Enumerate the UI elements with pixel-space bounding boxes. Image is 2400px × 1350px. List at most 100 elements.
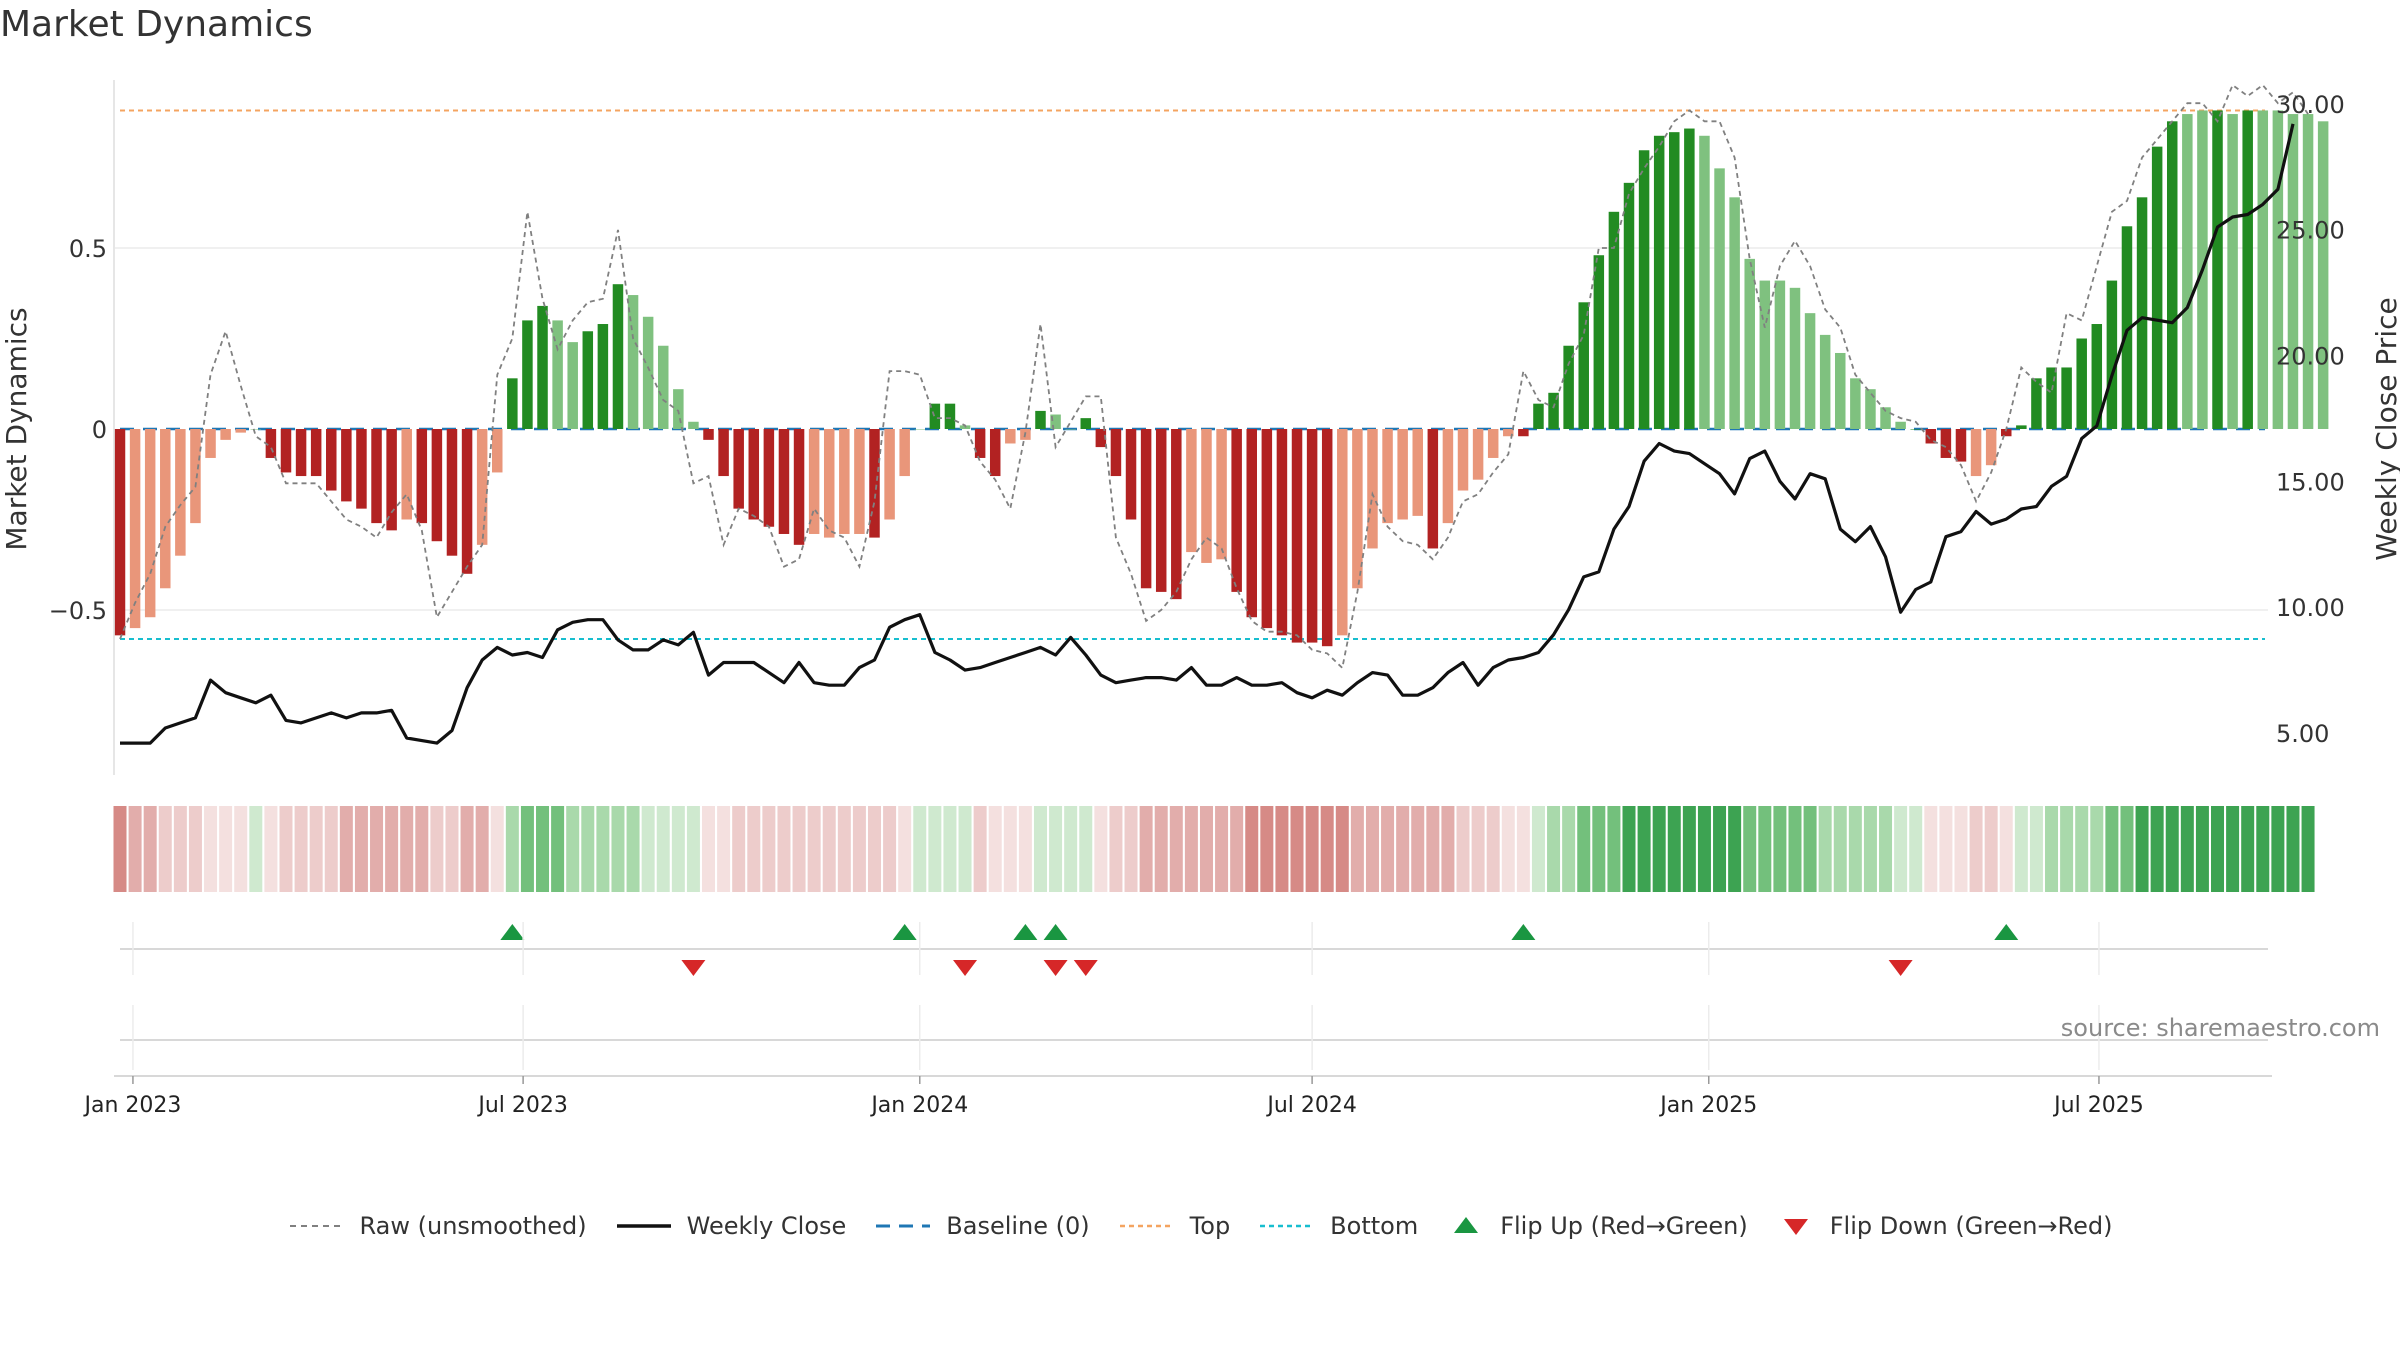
band-cell: [339, 806, 353, 892]
dynamics-bar: [1835, 352, 1846, 429]
dynamics-bar: [597, 324, 609, 429]
legend-item-flip-down: Flip Down (Green→Red): [1776, 1212, 2113, 1240]
band-cell: [671, 806, 685, 892]
band-cell: [1652, 806, 1666, 892]
band-cell: [1049, 806, 1063, 892]
dynamics-bar: [220, 429, 231, 440]
dynamics-bar: [295, 429, 307, 477]
legend-label-close: Weekly Close: [686, 1212, 847, 1240]
band-cell: [1260, 806, 1274, 892]
band-cell: [219, 806, 233, 892]
legend: Raw (unsmoothed) Weekly Close Baseline (…: [0, 1206, 2400, 1246]
band-cell: [2165, 806, 2179, 892]
dynamics-bar: [1487, 429, 1499, 458]
band-cell: [973, 806, 987, 892]
dynamics-bar: [1714, 168, 1725, 430]
band-cell: [1622, 806, 1636, 892]
band-cell: [2105, 806, 2119, 892]
band-cell: [2014, 806, 2028, 892]
band-cell: [928, 806, 942, 892]
band-cell: [1592, 806, 1606, 892]
dynamics-bar: [1457, 429, 1469, 491]
band-cell: [1109, 806, 1123, 892]
dynamics-bar: [793, 429, 805, 545]
dynamics-bar: [1759, 280, 1771, 429]
band-cell: [415, 806, 429, 892]
band-cell: [1290, 806, 1304, 892]
band-cell: [807, 806, 821, 892]
band-cell: [717, 806, 731, 892]
band-cell: [505, 806, 519, 892]
dynamics-bar: [1367, 429, 1378, 549]
regime-band: [113, 806, 2315, 892]
dynamics-bar: [1125, 429, 1137, 520]
dynamics-bar: [507, 378, 518, 429]
dynamics-bar: [356, 429, 367, 509]
band-cell: [249, 806, 263, 892]
band-cell: [1758, 806, 1772, 892]
band-cell: [1094, 806, 1108, 892]
dynamics-bar: [371, 429, 382, 524]
dynamics-bar: [1940, 429, 1952, 458]
dynamics-bar: [1774, 280, 1786, 429]
dynamics-bar: [1382, 429, 1393, 524]
band-cell: [641, 806, 655, 892]
band-cell: [1396, 806, 1410, 892]
dynamics-bar: [265, 429, 277, 458]
dynamics-bar: [899, 429, 910, 477]
dynamics-bar: [854, 429, 865, 534]
dynamics-bar: [552, 320, 563, 429]
dynamics-bar: [386, 429, 397, 531]
band-cell: [2301, 806, 2315, 892]
flip-up-icon: [1043, 924, 1068, 940]
dynamics-bar: [612, 284, 624, 429]
band-cell: [1350, 806, 1364, 892]
band-cell: [2256, 806, 2270, 892]
dynamics-bar: [2046, 367, 2057, 429]
flip-up-icon: [1511, 924, 1536, 940]
dynamics-bar: [1472, 429, 1484, 480]
band-cell: [173, 806, 187, 892]
band-cell: [1713, 806, 1727, 892]
dynamics-bar: [2212, 110, 2223, 429]
chart-title: Market Dynamics: [0, 4, 313, 45]
legend-swatch-flip-up-icon: [1454, 1217, 1479, 1233]
band-cell: [2241, 806, 2255, 892]
band-cell: [1531, 806, 1545, 892]
dynamics-bar: [1880, 407, 1891, 429]
legend-swatch-close: [616, 1224, 671, 1228]
dynamics-bar: [1201, 429, 1212, 563]
dynamics-bar: [642, 316, 654, 429]
band-cell: [1577, 806, 1591, 892]
legend-item-bottom: Bottom: [1258, 1212, 1418, 1240]
dynamics-bar: [1789, 287, 1801, 429]
dynamics-bar: [582, 331, 594, 429]
band-cell: [2060, 806, 2074, 892]
legend-swatch-raw: [289, 1225, 344, 1227]
dynamics-bar: [2031, 378, 2042, 429]
band-cell: [1245, 806, 1259, 892]
band-cell: [128, 806, 142, 892]
band-cell: [943, 806, 957, 892]
band-cell: [204, 806, 218, 892]
dynamics-bar: [1261, 429, 1273, 629]
right-tick-label: 30.00: [2276, 91, 2345, 119]
band-cell: [1003, 806, 1017, 892]
band-cell: [762, 806, 776, 892]
dynamics-bar: [1548, 392, 1559, 429]
dynamics-bar: [944, 403, 956, 429]
dynamics-bar: [461, 429, 473, 574]
dynamics-bar: [974, 429, 986, 458]
dynamics-bar: [1653, 135, 1665, 429]
dynamics-bar: [869, 429, 880, 538]
dynamics-bar: [2121, 226, 2133, 429]
band-cell: [1743, 806, 1757, 892]
band-cell: [354, 806, 368, 892]
dynamics-bar: [2242, 110, 2253, 429]
market-dynamics-bars: [114, 110, 2329, 647]
dynamics-bar: [1397, 429, 1408, 520]
flip-down-icon: [681, 960, 706, 976]
dynamics-bar: [401, 429, 412, 520]
band-cell: [400, 806, 414, 892]
dynamics-bar: [2302, 114, 2314, 429]
